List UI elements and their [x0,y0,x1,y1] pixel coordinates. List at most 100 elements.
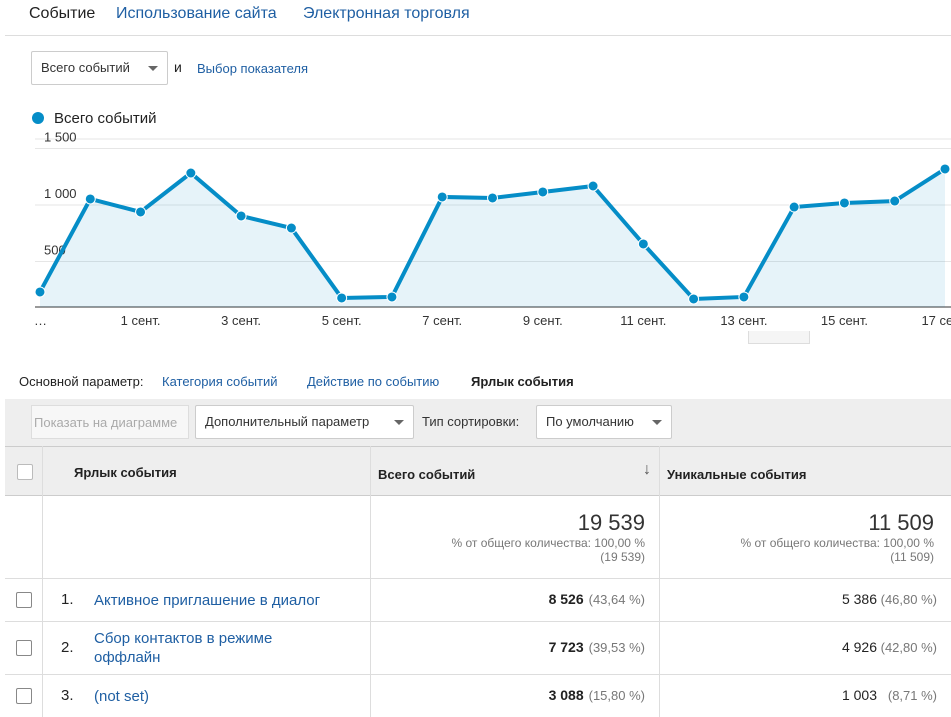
x-tick-label: 1 сент. [121,313,161,328]
dimension-label: Основной параметр: [19,374,144,389]
column-header[interactable]: Всего событий [378,467,476,482]
total-value: 11 509 [868,510,934,535]
unique-value: 4 926 [841,638,877,655]
column-border [370,446,371,717]
collapse-handle[interactable] [748,331,810,344]
row-label[interactable]: (not set) [94,687,150,705]
total-note: % от общего количества: 100,00 % [740,536,934,550]
conjunction: и [174,59,182,75]
point [135,206,147,218]
divider [5,35,951,36]
point [788,201,800,213]
point [336,292,348,304]
table-header [5,446,951,496]
sort-arrow: ↓ [643,461,651,478]
x-tick-label: 7 сент. [422,313,462,328]
total-value: 7 723 [548,638,584,655]
total-pct: (15,80 %) [588,687,645,703]
total-value: 8 526 [548,590,584,607]
legend-label: Всего событий [54,110,157,127]
tab[interactable]: Использование сайта [116,5,277,22]
row-label[interactable]: Сбор контактов в режиме оффлайн [94,629,273,666]
row-index: 1. [61,590,74,608]
row-index: 2. [61,638,74,656]
point [939,163,951,175]
sort-label: Тип сортировки: [422,414,520,429]
checkbox[interactable] [16,687,32,704]
y-tick-label: 1 000 [44,186,77,201]
metric-dropdown[interactable]: Всего событий [31,51,168,85]
row-index: 3. [61,686,74,704]
total-value: 19 539 [577,510,645,535]
point [386,291,398,303]
row-total: 8 526 (43,64 %) [549,591,645,609]
point [688,293,700,305]
dimension-option[interactable]: Категория событий [162,374,278,389]
secondary-dropdown[interactable]: Дополнительный параметр [195,405,414,439]
checkbox[interactable] [16,639,32,656]
column-border [659,446,660,717]
legend-dot [32,112,44,124]
x-tick-label: 17 сент. [921,313,951,328]
unique-pct: (46,80 %) [880,591,937,607]
point [587,180,599,192]
row-border [5,621,951,622]
column-header[interactable]: Уникальные события [667,467,807,482]
dropdown-value: Дополнительный параметр [205,414,370,429]
tab[interactable]: Событие [29,5,96,22]
row-total: 3 088 (15,80 %) [549,687,645,705]
checkbox[interactable] [17,464,33,480]
total-of: (11 509) [890,550,934,564]
x-tick-label: … [34,313,47,328]
x-tick-label: 9 сент. [523,313,563,328]
dimension-option[interactable]: Действие по событию [307,374,440,389]
row-border [5,578,951,579]
total-pct: (43,64 %) [588,591,645,607]
point [487,192,498,204]
y-tick-label: 1 500 [44,129,77,144]
unique-pct: (42,80 %) [880,639,937,655]
column-border [42,446,43,717]
total-of: (19 539) [600,550,645,564]
x-tick-label: 5 сент. [322,313,362,328]
row-unique: 5 386 (46,80 %) [842,591,937,609]
total-note: % от общего количества: 100,00 % [451,536,645,550]
point [738,291,750,303]
area [40,168,945,307]
dropdown-value: По умолчанию [546,414,634,429]
total-pct: (39,53 %) [588,639,645,655]
point [436,191,448,203]
point [537,186,549,198]
row-total: 7 723 (39,53 %) [549,639,645,657]
dimension-option[interactable]: Ярлык события [471,374,574,389]
x-tick-label: 11 сент. [620,313,666,328]
row-unique: 4 926 (42,80 %) [842,639,937,657]
unique-value: 5 386 [841,590,877,607]
point [84,193,96,205]
row-unique: 1 003 (8,71 %) [842,687,937,705]
tab[interactable]: Электронная торговля [303,5,470,22]
x-tick-label: 13 сент. [720,313,767,328]
column-header[interactable]: Ярлык события [74,465,177,480]
point [637,238,649,250]
row-border [5,674,951,675]
row-label[interactable]: Активное приглашение в диалог [94,591,321,609]
x-tick-label: 15 сент. [821,313,868,328]
unique-value: 1 003 [841,686,877,703]
metric-link[interactable]: Выбор показателя [197,61,308,76]
x-tick-label: 3 сент. [221,313,261,328]
sort-dropdown[interactable]: По умолчанию [536,405,672,439]
dropdown-value: Всего событий [41,60,130,75]
point [838,197,850,209]
point [889,195,901,207]
point [285,222,297,234]
checkbox[interactable] [16,591,32,608]
plot-button[interactable]: Показать на диаграмме [31,405,189,439]
total-value: 3 088 [548,686,584,703]
unique-pct: (8,71 %) [887,687,937,703]
point [235,210,247,222]
point [34,286,46,298]
point [185,167,197,179]
